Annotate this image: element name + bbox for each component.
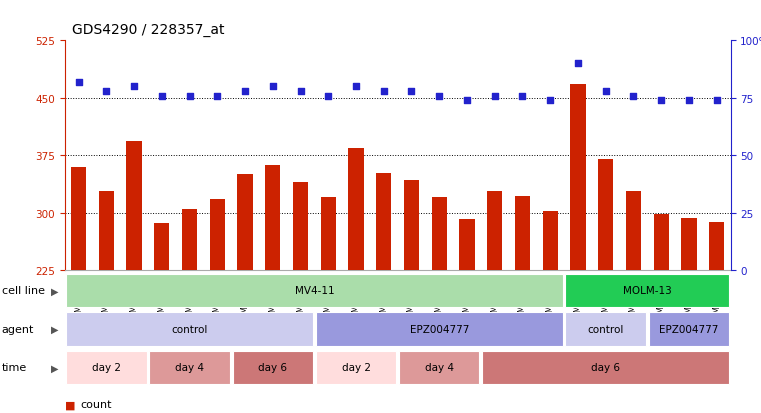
Text: EPZ004777: EPZ004777	[659, 324, 718, 334]
Bar	[149, 351, 230, 384]
Point	[350, 84, 362, 90]
Bar	[654, 215, 669, 271]
Point	[406, 88, 418, 95]
Text: time: time	[2, 363, 27, 373]
Text: day 6: day 6	[591, 363, 620, 373]
Text: ■: ■	[65, 412, 75, 413]
Point	[461, 97, 473, 104]
Text: percentile rank within the sample: percentile rank within the sample	[80, 412, 268, 413]
Bar	[349, 148, 364, 271]
Bar	[376, 173, 391, 271]
Bar	[431, 198, 447, 271]
Bar	[543, 212, 558, 271]
Bar	[404, 180, 419, 271]
Bar	[126, 142, 142, 271]
Text: agent: agent	[2, 324, 34, 334]
Bar	[316, 313, 562, 346]
Point	[156, 93, 168, 100]
Text: ▶: ▶	[51, 363, 59, 373]
Bar	[233, 351, 313, 384]
Text: MOLM-13: MOLM-13	[623, 286, 672, 296]
Text: day 4: day 4	[425, 363, 454, 373]
Point	[544, 97, 556, 104]
Point	[183, 93, 196, 100]
Bar	[648, 313, 729, 346]
Bar	[66, 351, 147, 384]
Bar	[515, 197, 530, 271]
Point	[322, 93, 334, 100]
Text: ▶: ▶	[51, 324, 59, 334]
Point	[377, 88, 390, 95]
Bar	[154, 223, 170, 271]
Bar	[293, 183, 308, 271]
Bar	[460, 219, 475, 271]
Bar	[709, 222, 724, 271]
Bar	[99, 192, 114, 271]
Point	[212, 93, 224, 100]
Bar	[320, 198, 336, 271]
Text: GDS4290 / 228357_at: GDS4290 / 228357_at	[72, 23, 224, 37]
Text: control: control	[171, 324, 208, 334]
Point	[711, 97, 723, 104]
Text: cell line: cell line	[2, 286, 45, 296]
Text: EPZ004777: EPZ004777	[409, 324, 469, 334]
Point	[239, 88, 251, 95]
Point	[683, 97, 695, 104]
Point	[266, 84, 279, 90]
Text: MV4-11: MV4-11	[295, 286, 334, 296]
Text: ▶: ▶	[51, 286, 59, 296]
Text: ■: ■	[65, 399, 75, 409]
Bar	[598, 160, 613, 271]
Bar	[570, 85, 586, 271]
Text: day 6: day 6	[258, 363, 287, 373]
Bar	[209, 199, 225, 271]
Bar	[237, 175, 253, 271]
Point	[655, 97, 667, 104]
Text: day 4: day 4	[175, 363, 204, 373]
Bar	[487, 192, 502, 271]
Text: count: count	[80, 399, 111, 409]
Point	[72, 79, 84, 86]
Text: control: control	[587, 324, 624, 334]
Bar	[482, 351, 729, 384]
Point	[433, 93, 445, 100]
Point	[100, 88, 113, 95]
Bar	[399, 351, 479, 384]
Point	[572, 61, 584, 68]
Bar	[681, 218, 696, 271]
Point	[517, 93, 529, 100]
Bar	[182, 209, 197, 271]
Text: day 2: day 2	[342, 363, 371, 373]
Text: day 2: day 2	[92, 363, 121, 373]
Bar	[316, 351, 396, 384]
Point	[627, 93, 639, 100]
Point	[128, 84, 140, 90]
Point	[489, 93, 501, 100]
Bar	[71, 167, 86, 271]
Point	[295, 88, 307, 95]
Bar	[565, 274, 729, 307]
Bar	[565, 313, 646, 346]
Bar	[265, 166, 280, 271]
Bar	[626, 192, 641, 271]
Bar	[66, 313, 313, 346]
Point	[600, 88, 612, 95]
Bar	[66, 274, 562, 307]
